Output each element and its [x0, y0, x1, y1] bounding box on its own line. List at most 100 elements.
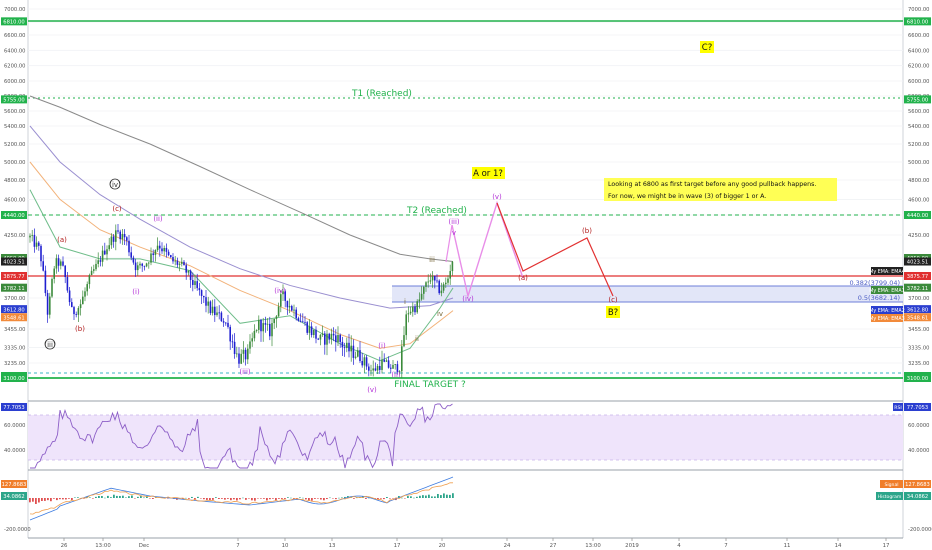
candle-body: [99, 260, 102, 262]
candle-body: [216, 312, 218, 316]
price-tick-label-left: 5200.00: [4, 142, 25, 148]
candle-body: [233, 341, 236, 354]
candle-body: [247, 348, 249, 360]
macd-histogram-bar: [140, 495, 142, 498]
candle-body: [203, 295, 205, 298]
b-box: [606, 306, 620, 318]
price-badge-left-label: 3875.77: [3, 274, 24, 280]
candle-body: [194, 281, 196, 285]
price-badge-left-label: 3548.61: [3, 315, 24, 321]
projection-purple: [451, 200, 524, 299]
candle-body: [121, 234, 124, 240]
macd-histogram-bar: [182, 498, 184, 500]
macd-histogram-bar: [242, 497, 244, 499]
macd-histogram-bar: [419, 495, 421, 498]
macd-histogram-bar: [206, 498, 208, 500]
candle-body: [365, 357, 368, 367]
candle-body: [297, 318, 300, 321]
candle-body: [53, 268, 55, 279]
note-line-1: Looking at 6800 as first target before a…: [608, 181, 816, 188]
wave-circle: [44, 338, 56, 350]
macd-histogram-bar: [353, 498, 355, 499]
candle-body: [359, 350, 361, 362]
price-tick-label-right: 5400.00: [908, 124, 929, 130]
candle-body: [260, 319, 262, 332]
candle-body: [57, 258, 60, 266]
wave-circle: [109, 178, 121, 190]
candle-body: [148, 262, 150, 264]
candle-body: [29, 235, 31, 238]
time-tick-label: 20: [439, 543, 446, 549]
candle-body: [308, 326, 311, 333]
candle-body: [346, 342, 348, 348]
wave-label: (iii): [448, 218, 460, 226]
price-tick-label-left: 4600.00: [4, 197, 25, 203]
price-badge-right: [904, 272, 931, 280]
candle-body: [35, 242, 38, 247]
fib-label-5: 0.5(3682.14): [858, 294, 900, 302]
price-tick-label-right: 6400.00: [908, 48, 929, 54]
wave-label: iv: [437, 310, 443, 318]
price-badge-left: [1, 283, 27, 292]
candle-body: [209, 301, 212, 314]
price-badge-right-label: 6810.00: [907, 20, 928, 26]
price-tick-label-right: 6200.00: [908, 64, 929, 70]
candle-body: [293, 309, 295, 311]
candle-body: [132, 257, 135, 263]
signal-badge-left: [1, 480, 27, 488]
price-tick-label-left: 4250.00: [4, 233, 25, 239]
candle-body: [396, 364, 399, 372]
price-tick-label-left: 6200.00: [4, 64, 25, 70]
macd-histogram-bar: [146, 495, 148, 498]
price-candles: [29, 223, 454, 378]
candle-body: [44, 270, 47, 294]
wave-label: (b): [75, 325, 85, 333]
ema-legend-label: My EMA: EMA1: [869, 288, 905, 294]
wave-label: (iii): [44, 341, 56, 349]
price-tick-label-right: 5600.00: [908, 109, 929, 115]
price-tick-label-right: 3235.00: [908, 361, 929, 367]
macd-histogram-bar: [323, 498, 325, 501]
candle-body: [434, 275, 436, 281]
price-badge-left: [1, 313, 27, 322]
candle-body: [108, 245, 110, 250]
rsi-tick-right: 60.0000: [908, 423, 929, 429]
macd-histogram-bar: [128, 496, 130, 498]
candle-body: [262, 323, 264, 332]
candle-body: [425, 282, 427, 287]
price-tick-label-left: 7000.00: [4, 7, 25, 13]
macd-histogram-bar: [122, 495, 124, 498]
t1-label: T1 (Reached): [351, 89, 412, 99]
candle-body: [324, 333, 326, 345]
macd-histogram-bar: [413, 497, 415, 499]
candle-body: [335, 335, 337, 343]
candle-body: [178, 263, 181, 265]
macd-histogram-bar: [305, 498, 307, 500]
price-badge-right: [904, 211, 931, 219]
candle-body: [75, 314, 77, 315]
candle-body: [130, 252, 132, 258]
candle-body: [66, 277, 69, 291]
price-tick-label-right: 6600.00: [908, 33, 929, 39]
signal-name-badge: [880, 480, 903, 488]
price-tick-label-left: 4800.00: [4, 178, 25, 184]
rsi-tick-left: 60.0000: [4, 423, 25, 429]
candle-body: [306, 322, 308, 333]
price-tick-label-right: 5200.00: [908, 142, 929, 148]
macd-histogram-bar: [272, 498, 274, 499]
macd-histogram-bar: [35, 498, 37, 504]
candle-body: [38, 242, 40, 246]
price-tick-label-left: 5400.00: [4, 124, 25, 130]
macd-histogram-bar: [290, 497, 292, 499]
price-tick-label-right: 4600.00: [908, 197, 929, 203]
c-label: C?: [702, 43, 712, 53]
candle-body: [282, 291, 284, 295]
candle-body: [427, 281, 429, 283]
candle-body: [71, 302, 73, 308]
macd-histogram-bar: [224, 498, 226, 500]
macd-histogram-bar: [365, 498, 367, 499]
price-badge-right-label: 3100.00: [907, 376, 928, 382]
candle-body: [249, 341, 251, 349]
macd-histogram-bar: [197, 496, 199, 498]
price-badge-left-label: 3612.80: [3, 307, 24, 313]
